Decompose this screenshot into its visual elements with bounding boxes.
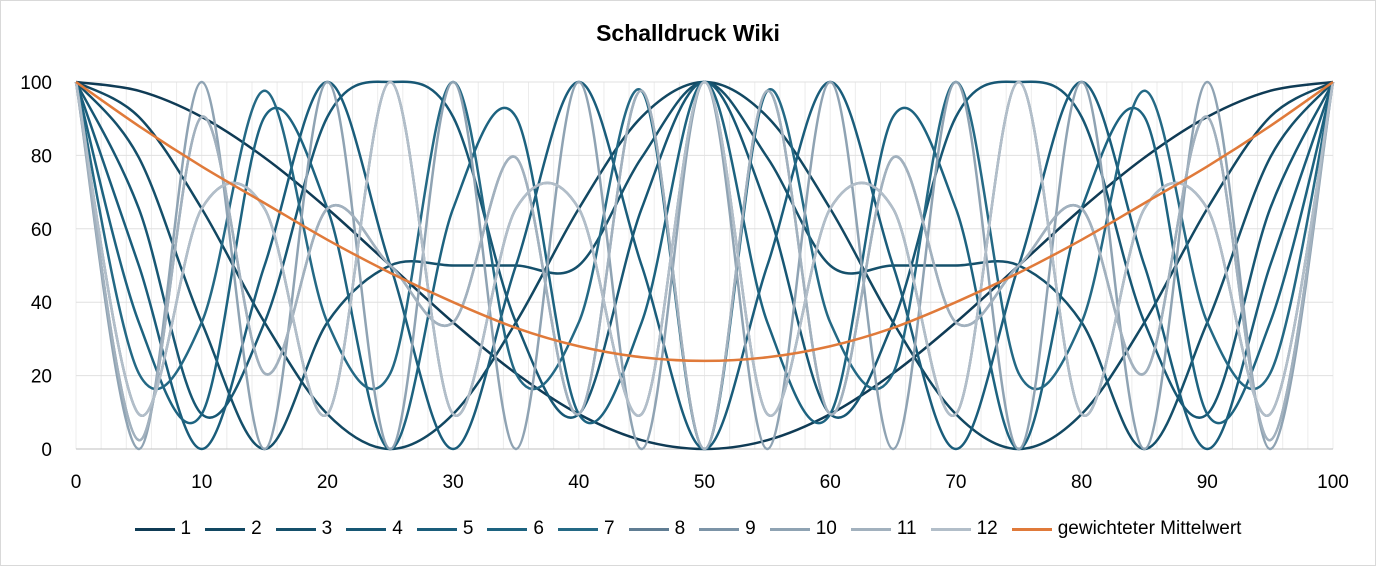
legend-label: 4 xyxy=(392,518,403,539)
legend-item: 6 xyxy=(487,518,544,540)
x-tick-label: 10 xyxy=(191,472,212,493)
y-tick-label: 100 xyxy=(20,73,52,94)
legend-label: 5 xyxy=(462,518,474,539)
legend-item: gewichteter Mittelwert xyxy=(1011,518,1242,540)
legend-label: 3 xyxy=(321,518,333,539)
y-tick-label: 0 xyxy=(41,440,52,461)
legend-swatch xyxy=(275,527,316,531)
legend-swatch xyxy=(699,527,740,531)
y-tick-label: 60 xyxy=(31,220,52,241)
legend-label: 11 xyxy=(896,518,917,539)
series-line-12 xyxy=(74,80,1335,417)
legend-item: 3 xyxy=(275,518,333,540)
series-line-13 xyxy=(75,80,1334,363)
legend-item: 12 xyxy=(930,518,998,540)
legend-item: 8 xyxy=(628,518,686,540)
legend-swatch xyxy=(557,527,598,531)
legend-label: 10 xyxy=(815,518,837,539)
x-tick-label: 80 xyxy=(1071,472,1092,493)
legend-swatch xyxy=(930,527,971,531)
legend-swatch xyxy=(769,527,810,531)
x-tick-label: 50 xyxy=(694,472,715,493)
legend-item: 10 xyxy=(769,518,837,540)
legend-label: 1 xyxy=(180,518,192,539)
x-tick-label: 100 xyxy=(1317,472,1349,493)
legend-item: 5 xyxy=(416,518,474,540)
chart-title: Schalldruck Wiki xyxy=(596,20,780,46)
y-tick-label: 40 xyxy=(31,293,52,314)
legend-swatch xyxy=(850,527,891,531)
series-layer xyxy=(74,80,1335,451)
legend-swatch xyxy=(628,527,669,531)
legend-label: 2 xyxy=(251,518,262,539)
legend-swatch xyxy=(205,527,246,531)
legend-label: 9 xyxy=(745,518,756,539)
series-line-11 xyxy=(74,81,1335,451)
axis-tick-labels: 0 20 40 60 80 100 0 10 20 30 40 50 60 70 80 90 100 xyxy=(20,73,1349,493)
legend-label: 8 xyxy=(674,518,686,539)
legend-swatch xyxy=(134,527,175,531)
legend-item: 2 xyxy=(205,518,262,540)
legend-swatch xyxy=(416,527,457,531)
x-tick-label: 30 xyxy=(443,472,464,493)
legend-item: 7 xyxy=(557,518,615,540)
legend-label: gewichteter Mittelwert xyxy=(1057,518,1242,539)
x-tick-label: 70 xyxy=(945,472,966,493)
legend: 1 2 3 4 5 6 7 8 9 10 11 12 gewichteter Mittelwert xyxy=(0,514,1376,544)
y-tick-label: 20 xyxy=(31,367,52,388)
y-tick-label: 80 xyxy=(31,146,52,167)
legend-label: 12 xyxy=(976,518,998,539)
x-tick-label: 60 xyxy=(820,472,841,493)
x-tick-label: 90 xyxy=(1197,472,1218,493)
x-tick-label: 20 xyxy=(317,472,338,493)
legend-item: 11 xyxy=(850,518,917,540)
x-tick-label: 40 xyxy=(568,472,589,493)
legend-swatch xyxy=(487,527,528,531)
legend-swatch xyxy=(346,527,387,531)
legend-item: 4 xyxy=(346,518,403,540)
legend-label: 6 xyxy=(533,518,544,539)
legend-swatch xyxy=(1011,527,1052,531)
x-tick-label: 0 xyxy=(71,472,82,493)
legend-item: 1 xyxy=(134,518,192,540)
legend-item: 9 xyxy=(699,518,756,540)
legend-label: 7 xyxy=(603,518,615,539)
